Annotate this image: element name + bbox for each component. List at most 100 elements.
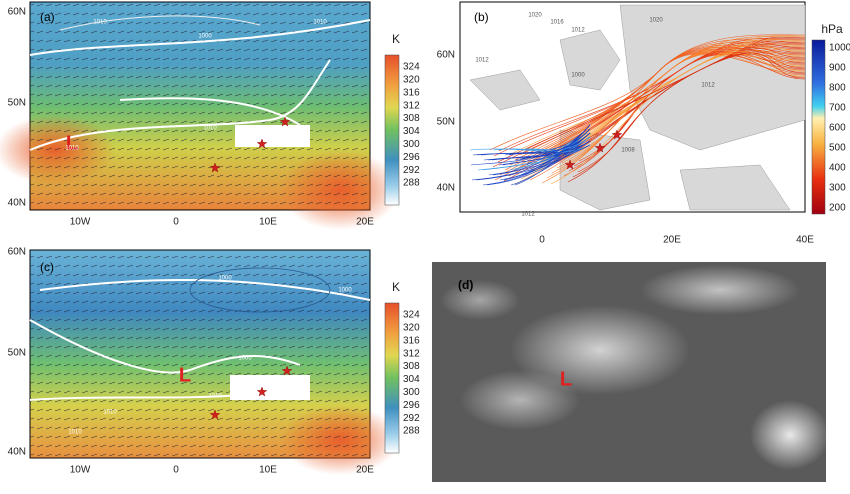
contour-label: 1000 bbox=[218, 276, 232, 282]
colorbar-label: 300 bbox=[403, 139, 420, 150]
colorbar-label: 304 bbox=[403, 374, 420, 385]
cloud bbox=[750, 400, 830, 470]
panel-label: (d) bbox=[458, 278, 473, 292]
colorbar-label: 320 bbox=[403, 75, 420, 86]
trajectory bbox=[483, 128, 591, 161]
contour-label: 1012 bbox=[701, 83, 715, 89]
lat-tick-label: 40N bbox=[437, 183, 455, 194]
lat-tick-label: 40N bbox=[8, 198, 26, 209]
low-marker: L bbox=[66, 132, 78, 154]
lat-tick-label: 60N bbox=[8, 7, 26, 18]
panel-c: (c) L K bbox=[29, 249, 400, 475]
colorbar-label: 1000 bbox=[829, 43, 850, 54]
trajectory bbox=[493, 144, 591, 153]
cloud bbox=[460, 370, 580, 430]
colorbar-label: 288 bbox=[403, 178, 420, 189]
colorbar-title: K bbox=[392, 32, 400, 46]
lat-tick-label: 50N bbox=[8, 98, 26, 109]
trajectories bbox=[469, 34, 806, 186]
lon-tick-label: 20E bbox=[356, 217, 374, 228]
lat-tick-label: 40N bbox=[8, 447, 26, 458]
cloud bbox=[640, 265, 800, 315]
lon-tick-label: 40E bbox=[796, 235, 814, 246]
trajectory bbox=[510, 140, 591, 186]
colorbar-label: 300 bbox=[829, 183, 846, 194]
low-marker: L bbox=[560, 368, 572, 390]
trajectory bbox=[550, 50, 806, 185]
colorbar-label: 312 bbox=[403, 348, 420, 359]
contour-label: 1000 bbox=[571, 73, 585, 79]
colorbar-label: 288 bbox=[403, 426, 420, 437]
contour-label: 1012 bbox=[475, 58, 489, 64]
contour-label: 1010 bbox=[103, 410, 117, 416]
colorbar-label: 316 bbox=[403, 335, 420, 346]
wind-vectors bbox=[30, 2, 370, 210]
isobar bbox=[29, 19, 371, 151]
colorbar-label: 308 bbox=[403, 361, 420, 372]
isobar bbox=[59, 15, 261, 31]
contour-label: 1010 bbox=[93, 20, 107, 26]
site-marker bbox=[209, 409, 221, 420]
site-marker bbox=[256, 386, 268, 397]
colorbar-label: 600 bbox=[829, 123, 846, 134]
lon-tick-label: 10W bbox=[70, 217, 91, 228]
lon-tick-label: 10W bbox=[70, 465, 91, 476]
low-marker: L bbox=[179, 364, 191, 386]
trajectory bbox=[497, 52, 806, 163]
panel-label: (a) bbox=[40, 10, 55, 24]
colorbar-label: 800 bbox=[829, 83, 846, 94]
panel-a: (a) L K bbox=[0, 1, 400, 230]
site-marker bbox=[611, 129, 623, 140]
colorbar-label: 900 bbox=[829, 63, 846, 74]
contour-label: 1010 bbox=[68, 430, 82, 436]
site-marker bbox=[281, 365, 293, 376]
trajectory bbox=[472, 132, 591, 156]
trajectory bbox=[521, 136, 591, 151]
colorbar-label: 296 bbox=[403, 400, 420, 411]
trajectory bbox=[566, 45, 806, 159]
lat-tick-label: 60N bbox=[8, 247, 26, 258]
colorbar-label: 324 bbox=[403, 62, 420, 73]
contour-label: 1005 bbox=[238, 356, 252, 362]
masked-area bbox=[230, 375, 310, 400]
colorbar bbox=[811, 39, 826, 215]
colorbar-label: 316 bbox=[403, 87, 420, 98]
masked-area bbox=[235, 125, 310, 147]
lon-tick-label: 0 bbox=[173, 465, 179, 476]
panel-b: (b) hPa bbox=[459, 1, 843, 215]
panel-d: (d) L bbox=[432, 262, 830, 482]
lon-tick-label: 20E bbox=[663, 235, 681, 246]
contour-label: 1020 bbox=[649, 18, 663, 24]
isobar bbox=[29, 279, 371, 401]
panel-label: (b) bbox=[474, 10, 489, 24]
colorbar-label: 324 bbox=[403, 310, 420, 321]
colorbar-label: 700 bbox=[829, 103, 846, 114]
contour-label: 1012 bbox=[571, 28, 585, 34]
lon-tick-label: 20E bbox=[356, 465, 374, 476]
trajectory bbox=[513, 48, 806, 172]
trajectory bbox=[488, 124, 591, 176]
lon-tick-label: 0 bbox=[539, 235, 545, 246]
colorbar-label: 200 bbox=[829, 203, 846, 214]
contour-label: 1016 bbox=[550, 20, 564, 26]
contour-label: 1010 bbox=[65, 146, 79, 152]
colorbar bbox=[384, 54, 400, 206]
colorbar-title: hPa bbox=[821, 22, 843, 36]
contour-label: 1012 bbox=[521, 212, 535, 218]
colorbar-label: 292 bbox=[403, 413, 420, 424]
lat-tick-label: 60N bbox=[437, 50, 455, 61]
cloud bbox=[510, 305, 690, 395]
contour-label: 1010 bbox=[203, 126, 217, 132]
trajectory bbox=[504, 140, 591, 156]
colorbar-label: 304 bbox=[403, 126, 420, 137]
site-marker bbox=[279, 116, 291, 127]
colorbar-label: 500 bbox=[829, 143, 846, 154]
contour-label: 1010 bbox=[208, 394, 222, 400]
lon-tick-label: 10E bbox=[259, 465, 277, 476]
isobar bbox=[189, 267, 331, 313]
contour-label: 1008 bbox=[621, 148, 635, 154]
site-marker bbox=[594, 142, 606, 153]
panel-label: (c) bbox=[40, 260, 54, 274]
colorbar-label: 312 bbox=[403, 100, 420, 111]
contour-label: 1020 bbox=[528, 13, 542, 19]
